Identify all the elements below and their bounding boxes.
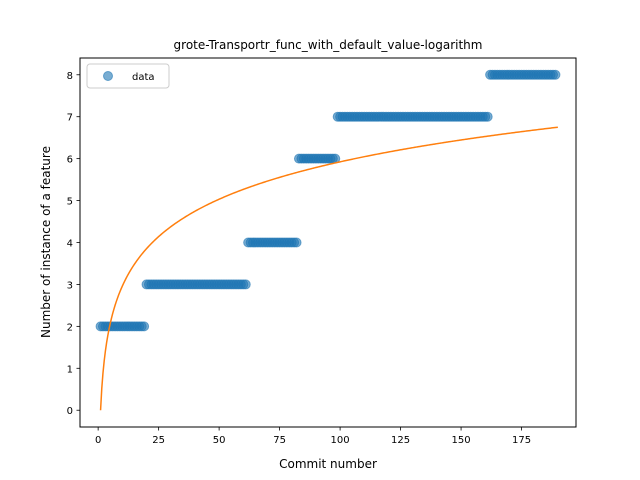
- plot-area: [95, 69, 561, 411]
- y-tick-label: 1: [67, 364, 73, 375]
- x-axis: 0 25 50 75 100 125 150 175: [95, 427, 531, 446]
- y-tick-label: 3: [67, 280, 73, 291]
- x-tick-label: 125: [391, 435, 410, 446]
- data-point: [291, 237, 302, 248]
- data-point: [139, 321, 150, 332]
- data-point: [482, 111, 493, 122]
- x-tick-label: 100: [331, 435, 350, 446]
- data-point: [550, 69, 561, 80]
- x-tick-label: 50: [213, 435, 226, 446]
- x-tick-label: 75: [273, 435, 286, 446]
- x-tick-label: 175: [512, 435, 531, 446]
- y-tick-label: 8: [67, 71, 73, 82]
- y-tick-label: 5: [67, 197, 73, 208]
- chart-title: grote-Transportr_func_with_default_value…: [174, 38, 483, 52]
- x-tick-label: 0: [95, 435, 101, 446]
- legend-marker-data: [103, 71, 113, 81]
- fit-line: [99, 126, 558, 411]
- y-tick-label: 2: [67, 322, 73, 333]
- legend-box: [86, 63, 170, 89]
- y-axis-label: Number of instance of a feature: [39, 146, 53, 338]
- x-tick-label: 25: [152, 435, 165, 446]
- y-tick-label: 6: [67, 155, 73, 166]
- plot-frame: [79, 57, 577, 428]
- legend-label-data: data: [132, 72, 155, 83]
- y-tick-label: 4: [67, 239, 73, 250]
- legend: data: [86, 63, 170, 89]
- y-axis: 0 1 2 3 4 5 6 7 8: [67, 71, 80, 417]
- x-axis-label: Commit number: [279, 457, 377, 471]
- data-point: [240, 279, 251, 290]
- y-tick-label: 7: [67, 113, 73, 124]
- x-tick-label: 150: [452, 435, 471, 446]
- y-tick-label: 0: [67, 406, 73, 417]
